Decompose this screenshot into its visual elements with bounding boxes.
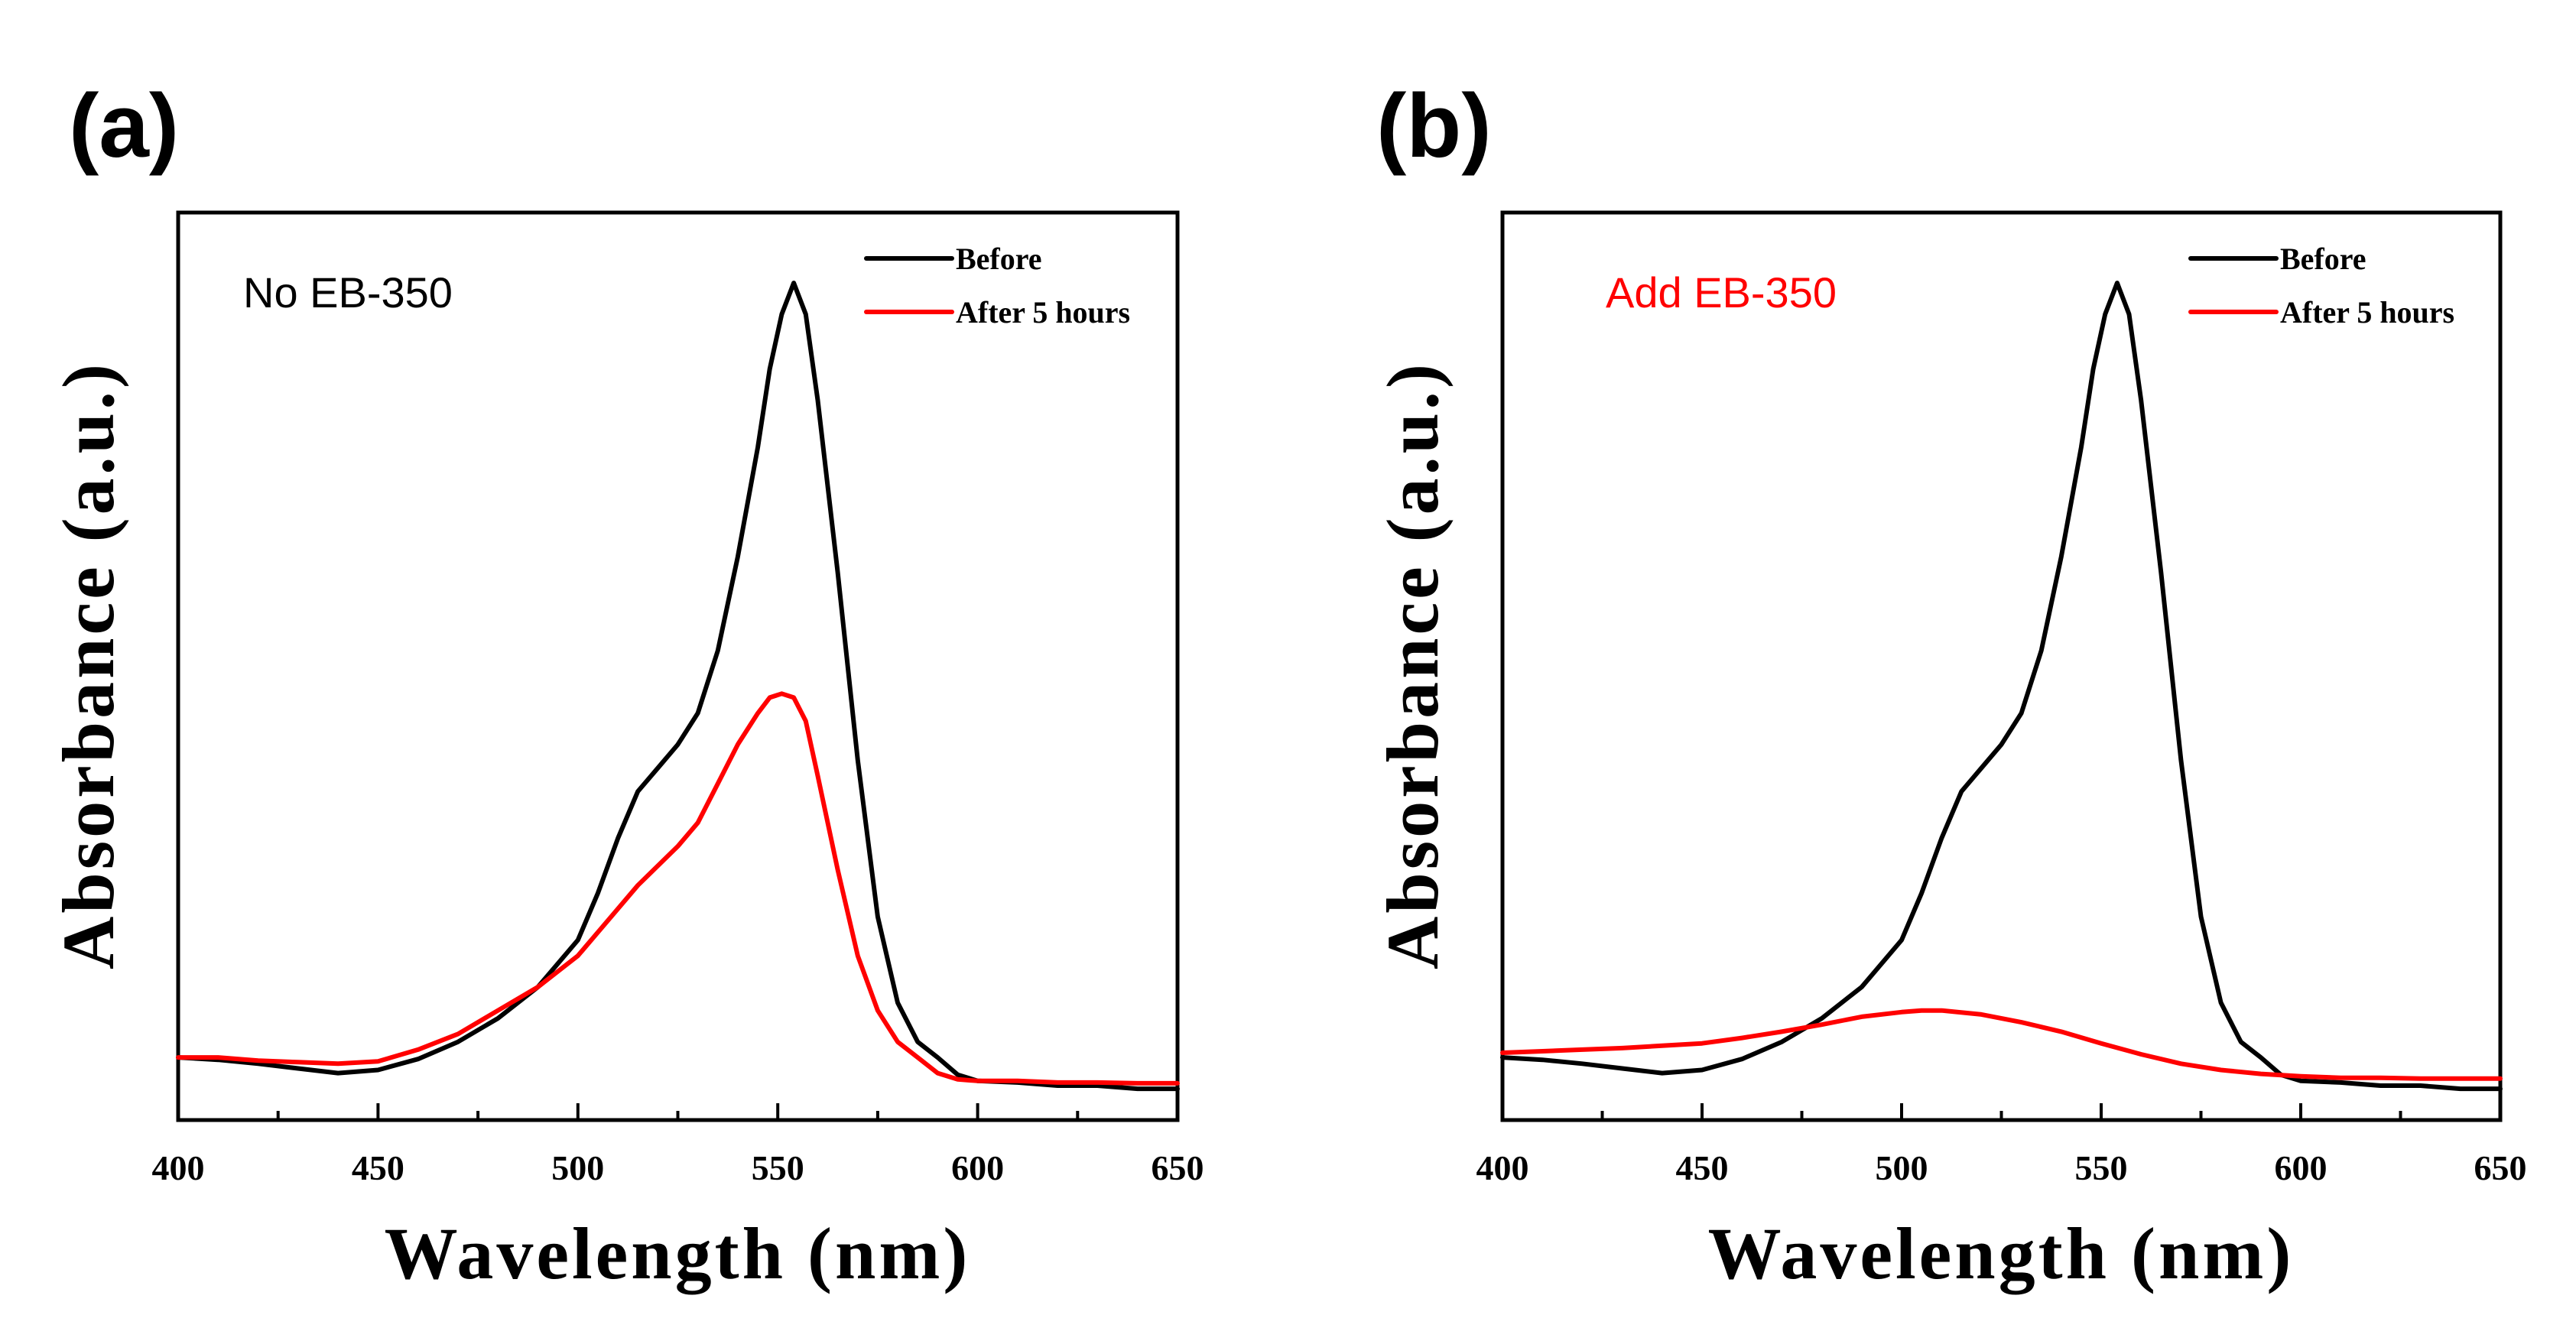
- panel-b: (b) 400 450 500 550 600 650 Add EB-350 Before…: [1372, 76, 2527, 1294]
- x-tick-label-b-450: 450: [1676, 1148, 1729, 1187]
- x-axis-tick-labels-a: 400 450 500 550 600 650: [152, 1148, 1204, 1187]
- x-tick-label-a-650: 650: [1152, 1148, 1204, 1187]
- series-line-a-after-5-hours: [176, 691, 1180, 1086]
- x-tick-label-a-500: 500: [551, 1148, 604, 1187]
- y-axis-title-b: Absorbance (a.u.): [1372, 361, 1454, 969]
- x-tick-label-a-550: 550: [752, 1148, 804, 1187]
- legend-label-before-a: Before: [956, 242, 1042, 276]
- series-line-a-before: [176, 281, 1180, 1092]
- legend-a: Before After 5 hours: [864, 242, 1130, 330]
- x-axis-tick-labels-b: 400 450 500 550 600 650: [1476, 1148, 2527, 1187]
- legend-label-after-b: After 5 hours: [2280, 295, 2454, 330]
- series-line-b-before: [1500, 281, 2503, 1092]
- x-tick-label-b-500: 500: [1876, 1148, 1928, 1187]
- panel-label-a: (a): [69, 76, 179, 177]
- annotation-label-a: No EB-350: [243, 268, 453, 317]
- series-group-b: [1500, 281, 2503, 1092]
- series-line-b-after-5-hours: [1500, 1008, 2503, 1081]
- x-tick-label-b-600: 600: [2275, 1148, 2327, 1187]
- y-axis-title-a: Absorbance (a.u.): [47, 361, 129, 969]
- panel-label-b: (b): [1376, 76, 1492, 177]
- annotation-label-b: Add EB-350: [1606, 268, 1837, 317]
- series-group-a: [176, 281, 1180, 1092]
- x-tick-label-a-450: 450: [352, 1148, 404, 1187]
- x-axis-ticks-a: [177, 1103, 1179, 1120]
- x-tick-label-b-650: 650: [2474, 1148, 2527, 1187]
- plot-frame-b: [1500, 210, 2503, 1122]
- x-axis-ticks-b: [1501, 1103, 2502, 1120]
- x-axis-title-b: Wavelength (nm): [1708, 1213, 2295, 1294]
- legend-b: Before After 5 hours: [2188, 242, 2454, 330]
- plot-frame-a: [176, 210, 1180, 1122]
- legend-label-after-a: After 5 hours: [956, 295, 1130, 330]
- panel-a: (a) 400 450 500 550 600 650 No EB-350 Before …: [47, 76, 1204, 1294]
- legend-label-before-b: Before: [2280, 242, 2366, 276]
- x-tick-label-a-400: 400: [152, 1148, 205, 1187]
- x-tick-label-a-600: 600: [951, 1148, 1004, 1187]
- x-axis-title-a: Wavelength (nm): [385, 1213, 971, 1294]
- x-tick-label-b-550: 550: [2075, 1148, 2128, 1187]
- x-tick-label-b-400: 400: [1476, 1148, 1529, 1187]
